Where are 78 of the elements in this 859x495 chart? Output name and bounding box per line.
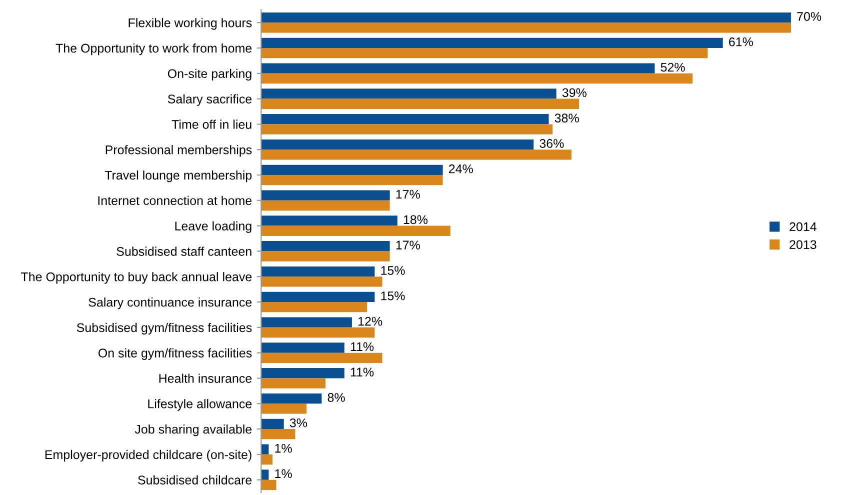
bar bbox=[261, 251, 390, 262]
bar bbox=[261, 292, 375, 302]
data-label: 61% bbox=[729, 37, 753, 46]
data-label: 1% bbox=[275, 469, 292, 478]
bar bbox=[261, 352, 382, 363]
bar bbox=[261, 139, 534, 150]
y-tick-label: Lifestyle allowance bbox=[148, 399, 252, 411]
y-tick-label: Travel lounge membership bbox=[104, 170, 252, 182]
bar bbox=[261, 418, 284, 430]
bar bbox=[261, 378, 326, 388]
bar bbox=[261, 444, 269, 454]
data-label: 15% bbox=[381, 291, 405, 300]
bar bbox=[261, 226, 450, 236]
bar bbox=[261, 470, 269, 480]
data-label: 12% bbox=[358, 316, 382, 326]
y-tick-label: Salary sacrifice bbox=[168, 94, 252, 106]
y-tick-label: The Opportunity to work from home bbox=[56, 43, 252, 56]
bar bbox=[261, 124, 553, 134]
bar bbox=[261, 302, 368, 312]
bar bbox=[261, 429, 296, 440]
legend-label: 2014 bbox=[790, 222, 816, 232]
bar bbox=[261, 150, 572, 160]
y-tick-label: Subsidised gym/fitness facilities bbox=[76, 322, 252, 335]
bar bbox=[261, 404, 307, 414]
bar bbox=[261, 98, 580, 109]
bar bbox=[261, 393, 322, 404]
y-tick-label: Leave loading bbox=[175, 221, 252, 233]
bar bbox=[261, 73, 693, 84]
data-label: 1% bbox=[275, 444, 292, 453]
bar bbox=[261, 114, 549, 124]
bar bbox=[261, 317, 352, 328]
data-label: 8% bbox=[328, 393, 345, 402]
y-tick-label: On-site parking bbox=[168, 68, 252, 81]
y-tick-label: Subsidised childcare bbox=[138, 475, 252, 484]
y-tick-label: Health insurance bbox=[159, 374, 252, 383]
data-label: 52% bbox=[660, 62, 685, 72]
data-label: 38% bbox=[554, 114, 579, 122]
y-tick-label: Internet connection at home bbox=[98, 196, 252, 206]
y-tick-label: On site gym/fitness facilities bbox=[98, 348, 252, 360]
y-tick-label: Professional memberships bbox=[106, 145, 252, 157]
data-label: 3% bbox=[290, 418, 308, 428]
y-tick-label: Employer-provided childcare (on-site) bbox=[45, 450, 252, 462]
bar bbox=[261, 276, 382, 287]
bar bbox=[261, 22, 791, 33]
bar bbox=[261, 241, 390, 252]
y-tick-label: Job sharing available bbox=[134, 424, 252, 436]
y-tick-label: Time off in lieu bbox=[172, 120, 252, 129]
bar bbox=[261, 48, 708, 58]
data-label: 11% bbox=[350, 368, 374, 376]
bar bbox=[261, 190, 390, 200]
bar bbox=[261, 342, 344, 353]
bar bbox=[261, 266, 375, 277]
data-label: 18% bbox=[404, 215, 428, 224]
bar bbox=[261, 200, 390, 211]
data-label: 70% bbox=[797, 12, 822, 21]
y-tick-label: The Opportunity to buy back annual leave bbox=[21, 272, 252, 284]
y-tick-label: Salary continuance insurance bbox=[88, 297, 252, 310]
bar bbox=[261, 480, 276, 490]
bar bbox=[261, 164, 443, 176]
bar bbox=[261, 175, 443, 186]
bar bbox=[261, 63, 655, 74]
y-tick-label: Subsidised staff canteen bbox=[116, 246, 252, 256]
data-label: 15% bbox=[381, 266, 405, 275]
bar bbox=[261, 368, 344, 378]
legend-label: 2013 bbox=[790, 240, 816, 250]
data-label: 17% bbox=[396, 240, 420, 250]
data-label: 36% bbox=[540, 139, 564, 148]
bar bbox=[261, 12, 791, 23]
bar bbox=[261, 454, 272, 465]
bar bbox=[261, 38, 723, 48]
y-tick-label: Flexible working hours bbox=[128, 18, 252, 30]
data-label: 11% bbox=[350, 342, 374, 352]
bar bbox=[261, 88, 556, 99]
data-label: 24% bbox=[448, 164, 473, 174]
bar bbox=[261, 216, 398, 226]
bar bbox=[261, 327, 375, 338]
data-label: 17% bbox=[396, 190, 420, 199]
data-label: 39% bbox=[562, 88, 586, 98]
